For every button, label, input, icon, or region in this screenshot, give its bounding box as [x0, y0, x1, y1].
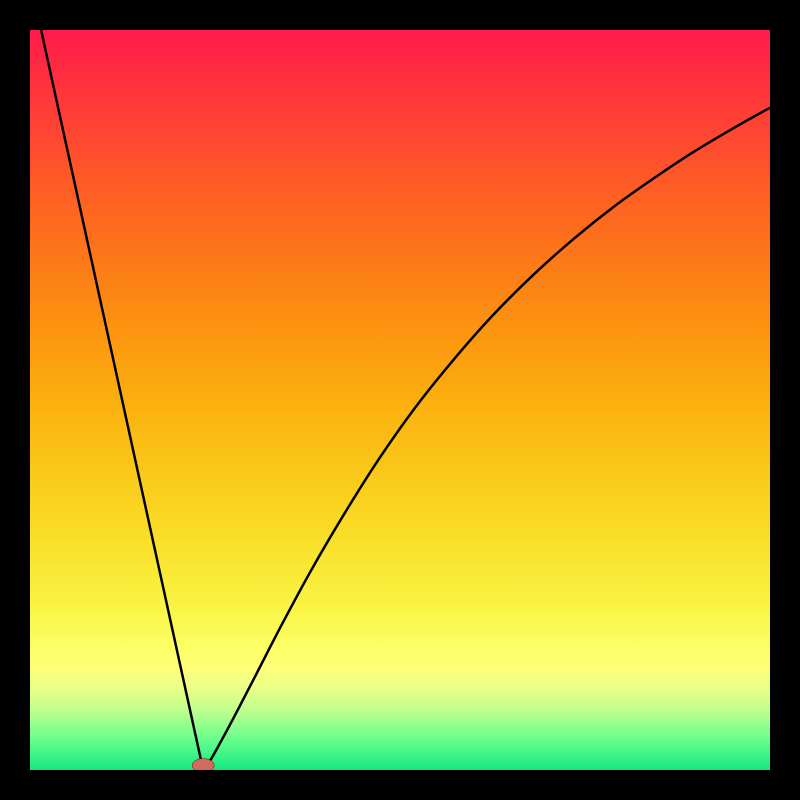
gradient-background [30, 30, 770, 770]
minimum-marker [192, 759, 214, 773]
chart-stage: TheBottleneck.com [0, 0, 800, 800]
plot-svg [0, 0, 800, 800]
